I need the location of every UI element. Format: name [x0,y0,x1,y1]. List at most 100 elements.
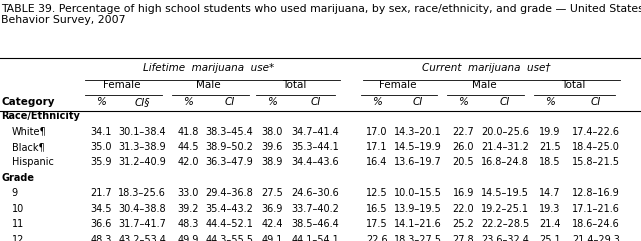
Text: 27.5: 27.5 [262,188,283,198]
Text: 15.8–21.5: 15.8–21.5 [572,157,620,167]
Text: 17.5: 17.5 [366,219,388,229]
Text: 48.3: 48.3 [90,234,112,241]
Text: 19.2–25.1: 19.2–25.1 [481,204,529,214]
Text: 35.4–43.2: 35.4–43.2 [206,204,253,214]
Text: 19.9: 19.9 [539,127,561,137]
Text: Male: Male [196,80,221,90]
Text: 21.4: 21.4 [539,219,561,229]
Text: %: % [183,97,193,107]
Text: Black¶: Black¶ [12,142,44,152]
Text: 20.5: 20.5 [453,157,474,167]
Text: 14.1–21.6: 14.1–21.6 [394,219,442,229]
Text: 49.1: 49.1 [262,234,283,241]
Text: %: % [545,97,555,107]
Text: 33.0: 33.0 [177,188,199,198]
Text: 39.6: 39.6 [262,142,283,152]
Text: 17.0: 17.0 [366,127,388,137]
Text: 31.7–41.7: 31.7–41.7 [119,219,166,229]
Text: 44.5: 44.5 [177,142,199,152]
Text: %: % [458,97,469,107]
Text: 18.3–27.5: 18.3–27.5 [394,234,442,241]
Text: 44.1–54.1: 44.1–54.1 [292,234,339,241]
Text: 13.6–19.7: 13.6–19.7 [394,157,442,167]
Text: 18.4–25.0: 18.4–25.0 [572,142,620,152]
Text: 21.4–29.3: 21.4–29.3 [572,234,620,241]
Text: Total: Total [561,80,585,90]
Text: Category: Category [1,97,54,107]
Text: 17.4–22.6: 17.4–22.6 [572,127,620,137]
Text: 38.9: 38.9 [262,157,283,167]
Text: 29.4–36.8: 29.4–36.8 [206,188,253,198]
Text: 27.8: 27.8 [453,234,474,241]
Text: 34.1: 34.1 [90,127,112,137]
Text: 26.0: 26.0 [453,142,474,152]
Text: 23.6–32.4: 23.6–32.4 [481,234,529,241]
Text: Male: Male [472,80,497,90]
Text: TABLE 39. Percentage of high school students who used marijuana, by sex, race/et: TABLE 39. Percentage of high school stud… [1,4,641,25]
Text: CI: CI [310,97,320,107]
Text: Current  marijuana  use†: Current marijuana use† [422,63,551,73]
Text: 10: 10 [12,204,24,214]
Text: 30.4–38.8: 30.4–38.8 [119,204,166,214]
Text: %: % [96,97,106,107]
Text: Female: Female [379,80,416,90]
Text: Grade: Grade [1,173,34,183]
Text: 22.2–28.5: 22.2–28.5 [481,219,529,229]
Text: 10.0–15.5: 10.0–15.5 [394,188,442,198]
Text: 18.6–24.6: 18.6–24.6 [572,219,620,229]
Text: 35.9: 35.9 [90,157,112,167]
Text: 17.1: 17.1 [366,142,388,152]
Text: 14.7: 14.7 [539,188,561,198]
Text: CI: CI [224,97,235,107]
Text: 14.3–20.1: 14.3–20.1 [394,127,442,137]
Text: %: % [267,97,278,107]
Text: Female: Female [103,80,140,90]
Text: 25.2: 25.2 [453,219,474,229]
Text: 25.1: 25.1 [539,234,561,241]
Text: Lifetime  marijuana  use*: Lifetime marijuana use* [143,63,274,73]
Text: 36.3–47.9: 36.3–47.9 [206,157,253,167]
Text: Total: Total [281,80,306,90]
Text: 38.0: 38.0 [262,127,283,137]
Text: 33.7–40.2: 33.7–40.2 [292,204,339,214]
Text: 34.7–41.4: 34.7–41.4 [292,127,339,137]
Text: 34.5: 34.5 [90,204,112,214]
Text: 19.3: 19.3 [539,204,561,214]
Text: 31.2–40.9: 31.2–40.9 [119,157,166,167]
Text: 20.0–25.6: 20.0–25.6 [481,127,529,137]
Text: CI: CI [413,97,423,107]
Text: 21.4–31.2: 21.4–31.2 [481,142,529,152]
Text: 34.4–43.6: 34.4–43.6 [292,157,339,167]
Text: 22.0: 22.0 [453,204,474,214]
Text: 42.4: 42.4 [262,219,283,229]
Text: 38.3–45.4: 38.3–45.4 [206,127,253,137]
Text: 44.4–52.1: 44.4–52.1 [206,219,253,229]
Text: 16.9: 16.9 [453,188,474,198]
Text: %: % [372,97,382,107]
Text: 16.5: 16.5 [366,204,388,214]
Text: 14.5–19.5: 14.5–19.5 [481,188,529,198]
Text: Hispanic: Hispanic [12,157,53,167]
Text: 38.9–50.2: 38.9–50.2 [206,142,253,152]
Text: 24.6–30.6: 24.6–30.6 [292,188,339,198]
Text: 30.1–38.4: 30.1–38.4 [119,127,166,137]
Text: 36.9: 36.9 [262,204,283,214]
Text: 35.3–44.1: 35.3–44.1 [292,142,339,152]
Text: 12.8–16.9: 12.8–16.9 [572,188,620,198]
Text: 35.0: 35.0 [90,142,112,152]
Text: 16.4: 16.4 [366,157,388,167]
Text: 9: 9 [12,188,18,198]
Text: CI: CI [591,97,601,107]
Text: 21.5: 21.5 [539,142,561,152]
Text: 22.7: 22.7 [453,127,474,137]
Text: 38.5–46.4: 38.5–46.4 [292,219,339,229]
Text: 18.5: 18.5 [539,157,561,167]
Text: 13.9–19.5: 13.9–19.5 [394,204,442,214]
Text: CI: CI [500,97,510,107]
Text: CI§: CI§ [135,97,150,107]
Text: 42.0: 42.0 [177,157,199,167]
Text: 12: 12 [12,234,24,241]
Text: Race/Ethnicity: Race/Ethnicity [1,111,80,121]
Text: 21.7: 21.7 [90,188,112,198]
Text: 36.6: 36.6 [90,219,112,229]
